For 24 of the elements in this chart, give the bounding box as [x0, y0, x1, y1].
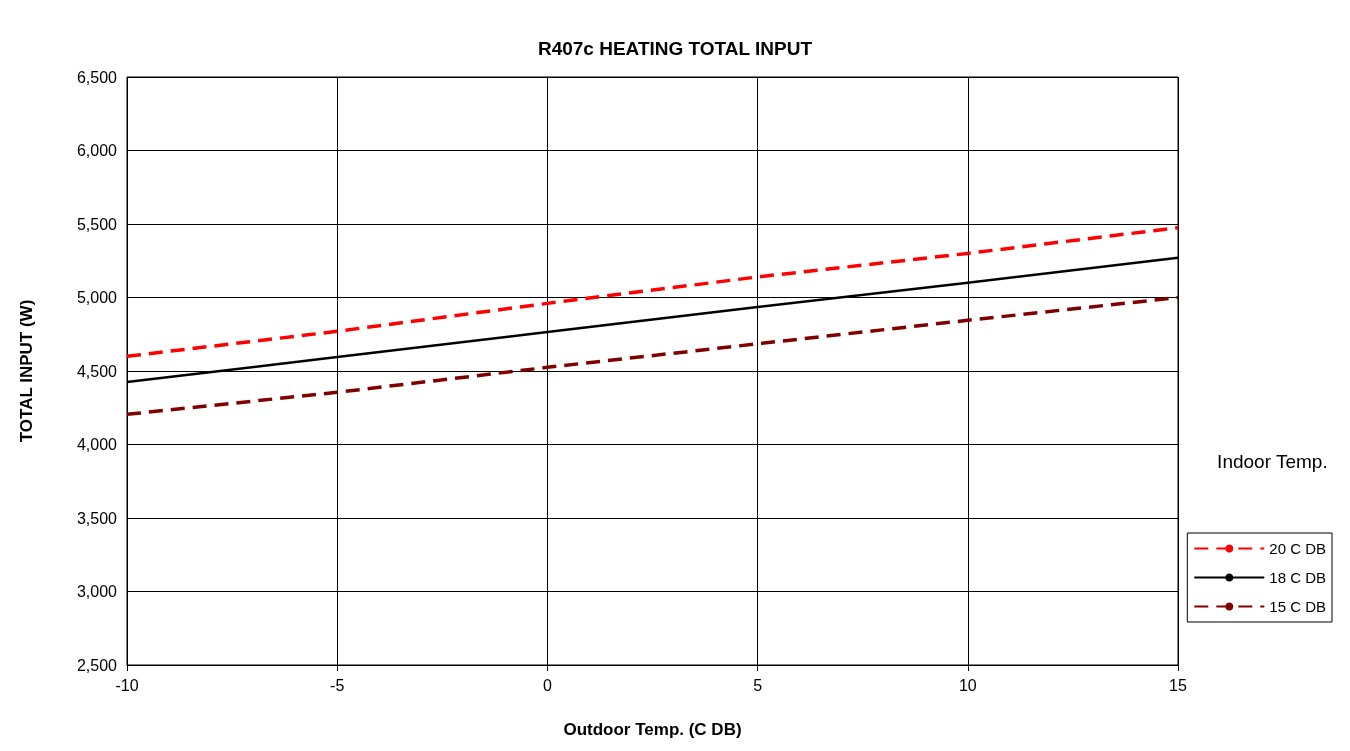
y-tick-label: 5,500: [76, 215, 118, 233]
legend-label: 15 C DB: [1269, 598, 1327, 615]
y-tick-label: 4,000: [76, 436, 118, 453]
x-tick-label: 0: [542, 676, 552, 694]
x-tick-label: -5: [330, 676, 345, 694]
y-tick-label: 6,500: [76, 68, 118, 86]
y-tick-label: 5,000: [76, 289, 118, 306]
x-tick-label: 10: [958, 676, 977, 694]
legend-label: 18 C DB: [1269, 569, 1327, 586]
x-axis-title: Outdoor Temp. (C DB): [563, 720, 742, 739]
line-series: [125, 225, 1180, 359]
y-axis-title: TOTAL INPUT (W): [17, 299, 36, 443]
x-tick-label: -10: [115, 676, 139, 694]
legend-label: 20 C DB: [1269, 540, 1327, 557]
y-tick-label: 2,500: [76, 656, 118, 674]
y-tick-label: 3,000: [76, 583, 118, 600]
y-tick-label: 4,500: [76, 362, 118, 380]
y-tick-label: 3,500: [76, 509, 118, 527]
x-tick-label: 5: [753, 676, 763, 694]
line-series: [125, 295, 1180, 417]
x-tick-label: 15: [1169, 676, 1187, 694]
legend-title: Indoor Temp.: [1217, 451, 1328, 472]
y-tick-label: 6,000: [76, 142, 118, 159]
chart-title: R407c HEATING TOTAL INPUT: [537, 38, 813, 59]
